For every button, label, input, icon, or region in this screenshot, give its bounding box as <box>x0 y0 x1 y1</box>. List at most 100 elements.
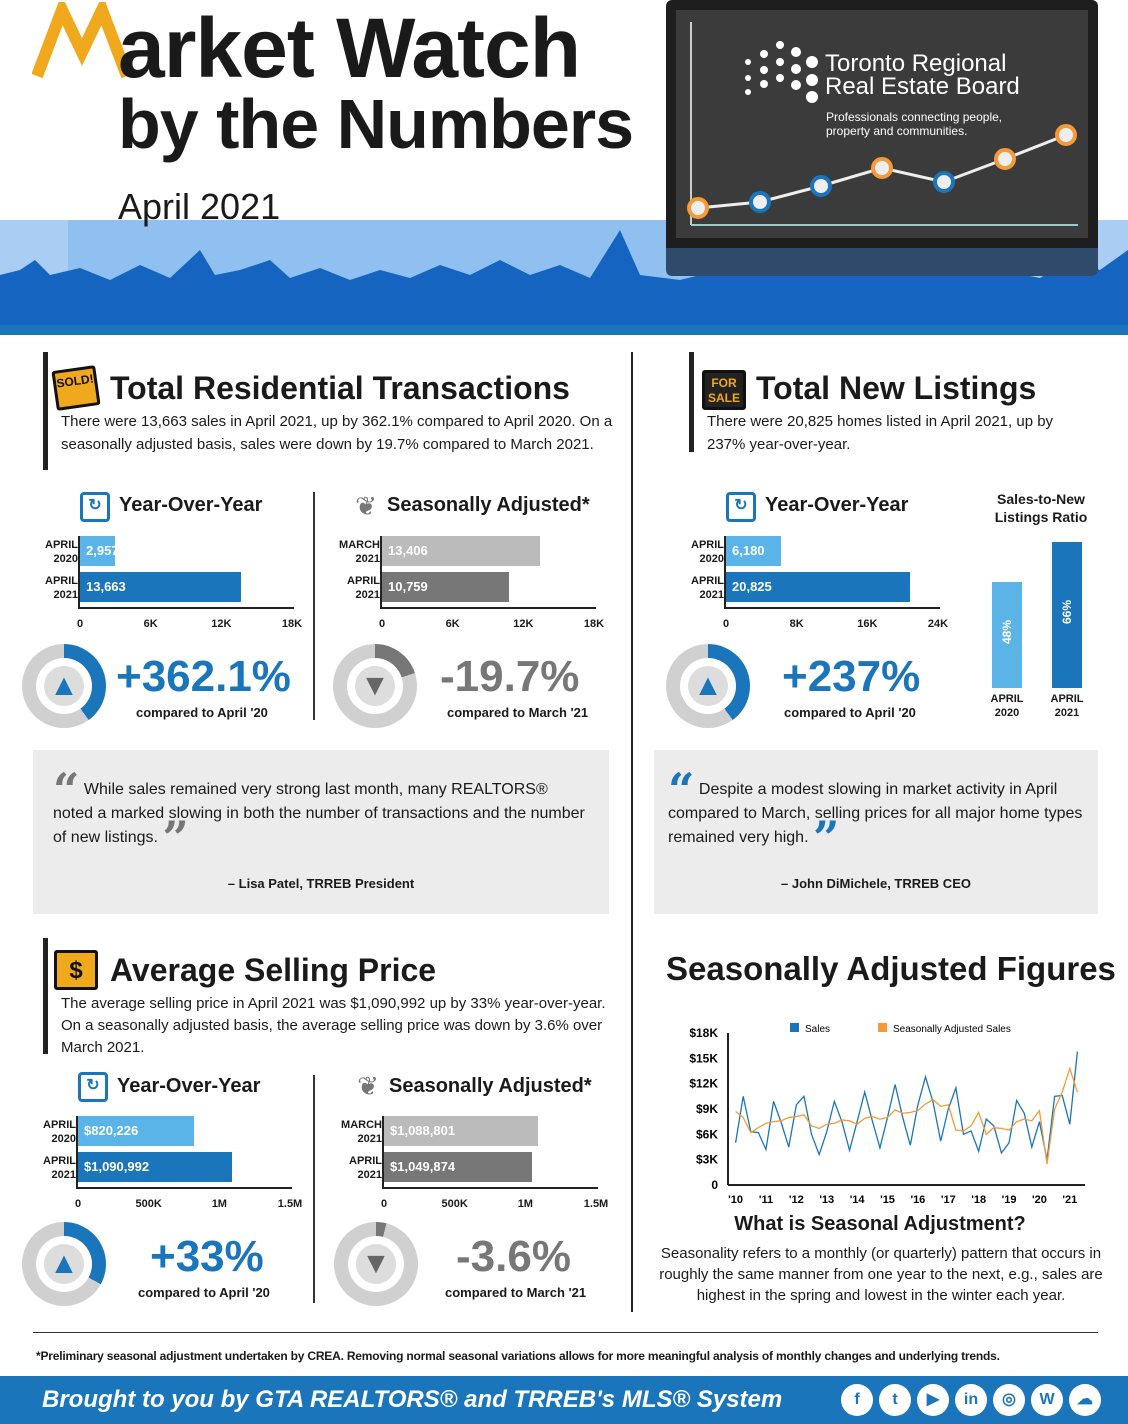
facebook-icon[interactable]: f <box>841 1384 873 1416</box>
price-title: Average Selling Price <box>110 952 437 988</box>
wordpress-icon[interactable]: W <box>1031 1384 1063 1416</box>
axis <box>78 536 80 608</box>
x-tick-label: '21 <box>1062 1194 1077 1206</box>
calendar-icon: ↻ <box>80 492 110 522</box>
bar: 10,759 <box>382 572 509 602</box>
ratio-bar-category: APRIL 2021 <box>1050 693 1084 719</box>
transactions-text: There were 13,663 sales in April 2021, u… <box>61 413 613 453</box>
bar: $1,088,801 <box>384 1116 538 1146</box>
price-text: The average selling price in April 2021 … <box>61 995 606 1056</box>
report-date: April 2021 <box>118 186 281 227</box>
axis-tick-label: 12K <box>513 618 534 630</box>
tagline-1: Professionals connecting people, <box>826 110 1003 124</box>
soundcloud-icon[interactable]: ☁ <box>1069 1384 1101 1416</box>
axis-tick-label: 8K <box>789 618 804 630</box>
youtube-icon[interactable]: ▶ <box>917 1384 949 1416</box>
twitter-icon[interactable]: t <box>879 1384 911 1416</box>
axis <box>382 1116 384 1188</box>
axis-tick-label: 500K <box>441 1198 468 1210</box>
ratio-heading-1: Sales-to-New <box>997 491 1085 507</box>
bar: $1,049,874 <box>384 1152 533 1182</box>
legend-swatch <box>790 1023 799 1032</box>
axis <box>380 536 382 608</box>
x-tick-label: '18 <box>971 1194 986 1206</box>
column-divider <box>631 352 633 1312</box>
change-donut: ▲ <box>22 1222 106 1306</box>
legend-swatch <box>878 1023 887 1032</box>
axis <box>380 607 596 609</box>
bar-label: APRIL 2021 <box>45 575 78 601</box>
arrow-up-icon: ▲ <box>44 666 84 706</box>
footer-rule <box>33 1332 1098 1333</box>
change-donut: ▲ <box>666 644 750 728</box>
bar-label: MARCH 2021 <box>341 1119 382 1145</box>
brand-line1: Toronto Regional <box>825 50 1007 77</box>
bar-label: APRIL 2021 <box>349 1155 382 1181</box>
axis <box>382 1187 598 1189</box>
monitor-screen <box>676 10 1088 238</box>
arrow-up-icon: ▲ <box>44 1244 84 1284</box>
x-tick-label: '10 <box>728 1194 743 1206</box>
calendar-icon: ↻ <box>78 1072 108 1102</box>
y-tick-label: $9K <box>696 1102 718 1116</box>
x-tick-label: '12 <box>789 1194 804 1206</box>
sa-heading: Seasonally Adjusted* <box>389 1075 592 1097</box>
quote-text: Despite a modest slowing in market activ… <box>668 781 1083 846</box>
monitor-stand <box>666 248 1098 276</box>
seasonal-question: What is Seasonal Adjustment? <box>734 1213 1026 1235</box>
brand-line2: Real Estate Board <box>825 73 1020 100</box>
axis-tick-label: 1.5M <box>583 1198 609 1210</box>
axis-tick-label: 1M <box>211 1198 227 1210</box>
axis <box>724 536 726 608</box>
y-tick-label: 0 <box>711 1178 718 1192</box>
y-tick-label: $15K <box>689 1051 718 1065</box>
m-logo-icon <box>32 2 132 79</box>
axis-tick-label: 6K <box>445 618 460 630</box>
axis-tick-label: 18K <box>281 618 303 630</box>
series-line-1 <box>735 1066 1079 1164</box>
x-tick-label: '19 <box>1002 1194 1017 1206</box>
axis-tick-label: 500K <box>135 1198 162 1210</box>
instagram-icon[interactable]: ◎ <box>993 1384 1025 1416</box>
legend-label: Seasonally Adjusted Sales <box>893 1024 1011 1035</box>
bar-label: APRIL 2020 <box>45 539 78 565</box>
hero-title-line2: by the Numbers <box>118 85 634 163</box>
trend-line-graphic <box>687 22 1078 226</box>
axis-tick-label: 24K <box>927 618 949 630</box>
section-rule <box>43 938 48 1054</box>
legend-label: Sales <box>805 1024 830 1035</box>
seasonal-explanation: Seasonality refers to a monthly (or quar… <box>659 1245 1103 1304</box>
tagline-2: property and communities. <box>826 124 968 138</box>
calendar-icon: ↻ <box>726 492 756 522</box>
x-tick-label: '11 <box>759 1194 773 1206</box>
dollar-sign-icon: $ <box>54 950 98 990</box>
bar: 20,825 <box>726 572 910 602</box>
hero-title-line1: arket Watch <box>118 1 581 95</box>
change-value: +33% <box>150 1232 264 1281</box>
bar-label: APRIL 2021 <box>347 575 380 601</box>
divider <box>313 1075 315 1303</box>
change-compare: compared to March '21 <box>445 1285 587 1300</box>
ratio-bar-label: 66% <box>1060 599 1074 625</box>
x-tick-label: '20 <box>1032 1194 1047 1206</box>
listings-text: There were 20,825 homes listed in April … <box>707 413 1054 453</box>
sold-sign-icon: SOLD! <box>51 365 101 411</box>
axis-tick-label: 18K <box>583 618 605 630</box>
change-value: +237% <box>782 652 921 701</box>
arrow-up-icon: ▲ <box>688 666 728 706</box>
ratio-chart: 48% APRIL 2020 66% APRIL 2021 <box>980 530 1102 730</box>
axis-tick-label: 0 <box>722 618 730 630</box>
footnote: *Preliminary seasonal adjustment underta… <box>36 1349 1000 1363</box>
change-compare: compared to March '21 <box>447 705 589 720</box>
y-tick-label: $3K <box>696 1153 718 1167</box>
bar: 6,180 <box>726 536 781 566</box>
seasonal-line-chart: 0 $3K $6K $9K $12K $15K $18K '10 '11 '12 '13 '14 '15… <box>689 1023 1085 1206</box>
y-tick-label: $12K <box>689 1077 718 1091</box>
change-donut: ▼ <box>333 644 417 728</box>
monitor-graphic <box>666 0 1098 275</box>
linkedin-icon[interactable]: in <box>955 1384 987 1416</box>
bar: 13,663 <box>80 572 241 602</box>
sa-heading: Seasonally Adjusted* <box>387 494 590 516</box>
y-tick-label: $18K <box>689 1026 718 1040</box>
section-rule <box>689 352 694 452</box>
